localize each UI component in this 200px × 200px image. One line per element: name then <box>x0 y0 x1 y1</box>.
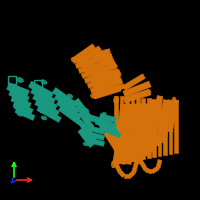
Ellipse shape <box>90 94 98 98</box>
Polygon shape <box>99 123 119 135</box>
Polygon shape <box>93 85 121 99</box>
Ellipse shape <box>71 58 77 62</box>
Polygon shape <box>88 61 118 83</box>
Polygon shape <box>155 100 169 146</box>
Polygon shape <box>123 89 151 103</box>
Polygon shape <box>149 96 163 152</box>
Polygon shape <box>158 99 161 156</box>
Polygon shape <box>76 46 102 66</box>
Polygon shape <box>74 98 90 118</box>
Polygon shape <box>162 100 172 140</box>
Ellipse shape <box>111 160 117 168</box>
Polygon shape <box>134 156 138 164</box>
Polygon shape <box>103 126 121 138</box>
Polygon shape <box>58 106 84 126</box>
Polygon shape <box>87 138 105 146</box>
Polygon shape <box>9 89 29 103</box>
Polygon shape <box>81 50 109 70</box>
Polygon shape <box>80 122 96 142</box>
Ellipse shape <box>162 137 166 143</box>
Polygon shape <box>123 81 151 97</box>
Polygon shape <box>124 174 130 178</box>
Polygon shape <box>93 77 121 93</box>
Polygon shape <box>31 87 55 105</box>
Ellipse shape <box>145 90 151 94</box>
Polygon shape <box>168 100 178 132</box>
Ellipse shape <box>138 156 142 164</box>
Polygon shape <box>120 96 123 163</box>
Polygon shape <box>138 159 148 171</box>
Polygon shape <box>7 83 29 97</box>
Polygon shape <box>132 164 138 172</box>
Polygon shape <box>95 120 117 132</box>
Polygon shape <box>76 104 92 124</box>
Polygon shape <box>87 74 121 88</box>
Polygon shape <box>174 100 178 153</box>
Polygon shape <box>35 100 59 116</box>
Polygon shape <box>137 104 151 160</box>
Polygon shape <box>73 44 95 62</box>
Polygon shape <box>156 160 162 168</box>
Polygon shape <box>84 69 119 83</box>
Polygon shape <box>114 96 118 164</box>
Ellipse shape <box>67 94 73 98</box>
Polygon shape <box>99 114 117 122</box>
Polygon shape <box>131 104 145 162</box>
Polygon shape <box>151 166 159 174</box>
Polygon shape <box>163 100 167 155</box>
Polygon shape <box>99 126 117 136</box>
Ellipse shape <box>102 112 106 116</box>
Polygon shape <box>93 84 125 98</box>
Polygon shape <box>143 100 157 156</box>
Polygon shape <box>141 98 145 159</box>
Ellipse shape <box>172 97 176 103</box>
Polygon shape <box>81 64 117 78</box>
Ellipse shape <box>83 108 89 112</box>
Polygon shape <box>72 49 111 63</box>
Polygon shape <box>125 104 139 164</box>
Polygon shape <box>104 130 126 162</box>
Polygon shape <box>136 98 140 160</box>
Polygon shape <box>54 94 80 114</box>
Polygon shape <box>99 120 117 128</box>
Polygon shape <box>75 54 113 68</box>
Ellipse shape <box>17 112 23 116</box>
Polygon shape <box>125 97 129 162</box>
Polygon shape <box>52 88 78 108</box>
Ellipse shape <box>41 80 47 84</box>
Polygon shape <box>15 108 35 120</box>
Polygon shape <box>114 163 122 173</box>
Polygon shape <box>56 100 82 120</box>
Polygon shape <box>28 81 54 99</box>
Polygon shape <box>131 97 134 161</box>
Polygon shape <box>119 171 125 177</box>
Ellipse shape <box>114 96 118 104</box>
Polygon shape <box>87 126 105 134</box>
Polygon shape <box>91 117 115 129</box>
Polygon shape <box>87 132 105 140</box>
Polygon shape <box>93 69 121 87</box>
Polygon shape <box>37 106 61 122</box>
Polygon shape <box>11 95 31 109</box>
Polygon shape <box>113 104 127 164</box>
Polygon shape <box>13 101 33 115</box>
Polygon shape <box>119 104 133 164</box>
Ellipse shape <box>83 142 89 146</box>
Polygon shape <box>33 93 57 111</box>
Polygon shape <box>78 128 94 148</box>
Ellipse shape <box>41 116 47 120</box>
Polygon shape <box>78 110 94 130</box>
Polygon shape <box>169 100 172 154</box>
Polygon shape <box>145 168 153 174</box>
Polygon shape <box>87 114 113 126</box>
Polygon shape <box>129 171 135 177</box>
Polygon shape <box>110 131 132 161</box>
Polygon shape <box>147 98 151 158</box>
Polygon shape <box>123 74 145 90</box>
Polygon shape <box>84 55 114 77</box>
Ellipse shape <box>17 77 23 83</box>
Polygon shape <box>152 99 156 157</box>
Polygon shape <box>90 79 123 93</box>
Polygon shape <box>78 59 115 73</box>
